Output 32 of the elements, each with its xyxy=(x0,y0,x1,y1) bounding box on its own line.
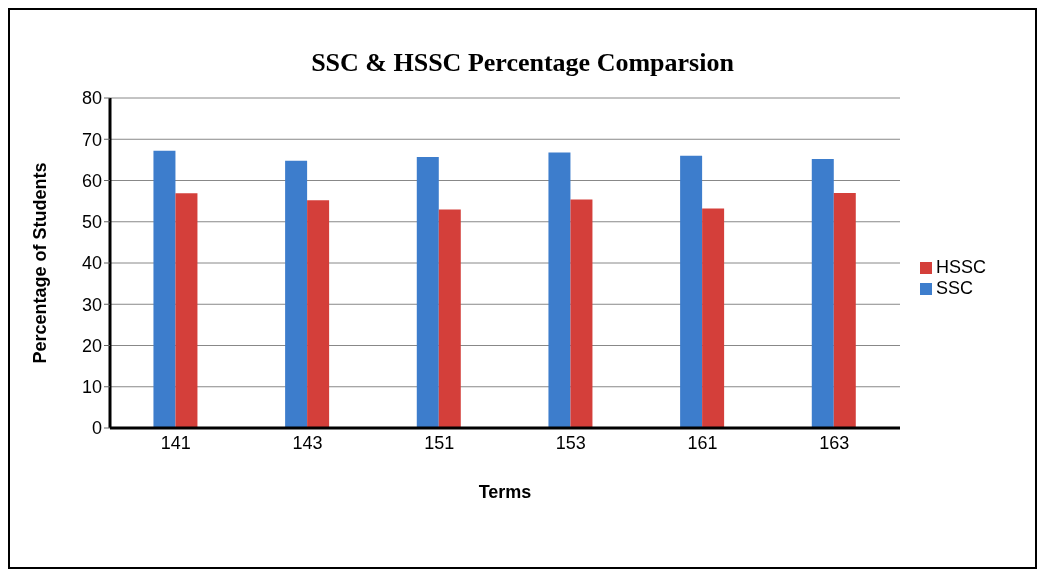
bar xyxy=(811,159,834,428)
legend-label: HSSC xyxy=(936,257,987,277)
bar xyxy=(833,192,856,428)
bar xyxy=(153,150,176,428)
y-tick-label: 70 xyxy=(81,129,102,150)
x-axis-title: Terms xyxy=(478,482,532,502)
x-tick-label: 151 xyxy=(424,432,455,453)
bar xyxy=(702,208,725,428)
y-tick-label: 40 xyxy=(81,253,102,274)
bar xyxy=(548,152,571,428)
bar xyxy=(416,156,439,428)
y-tick-label: 10 xyxy=(81,377,102,398)
x-tick-label: 153 xyxy=(555,432,586,453)
bar xyxy=(438,209,461,428)
y-tick-label: 20 xyxy=(81,335,102,356)
chart-title: SSC & HSSC Percentage Comparsion xyxy=(310,48,735,78)
x-tick-label: 143 xyxy=(292,432,323,453)
x-tick-label: 141 xyxy=(160,432,191,453)
x-tick-label: 161 xyxy=(687,432,718,453)
y-tick-label: 30 xyxy=(81,294,102,315)
y-tick-label: 80 xyxy=(81,88,102,109)
y-axis-title: Percentage of Students xyxy=(30,162,51,364)
bar xyxy=(285,160,308,428)
bar xyxy=(307,200,330,428)
bar xyxy=(680,155,703,428)
legend-label: SSC xyxy=(936,278,974,298)
y-tick-label: 60 xyxy=(81,170,102,191)
x-tick-label: 163 xyxy=(819,432,850,453)
bar xyxy=(175,193,198,428)
bar xyxy=(570,199,593,428)
y-tick-label: 0 xyxy=(91,418,102,439)
y-tick-label: 50 xyxy=(81,212,102,233)
